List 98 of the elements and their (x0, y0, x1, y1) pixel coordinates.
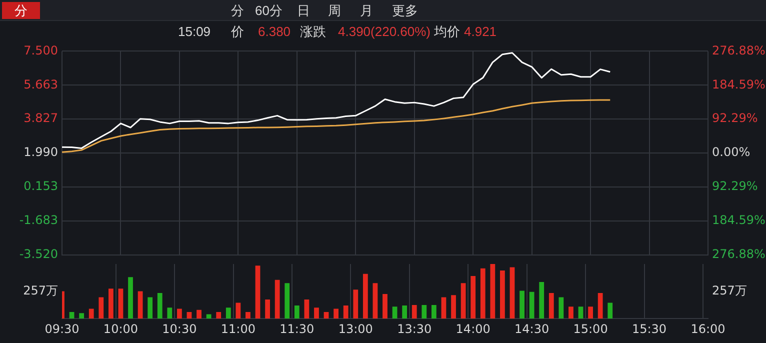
bar (372, 283, 378, 319)
text: 涨跌 (300, 23, 326, 40)
text: 257万 (712, 283, 747, 298)
y-tick-label: 7.500 (24, 43, 58, 58)
x-tick-label: 11:30 (280, 322, 314, 336)
x-tick-label: 13:30 (397, 322, 432, 336)
y-tick-label: -3.520 (19, 246, 58, 261)
text: 分 (231, 2, 244, 19)
bar (324, 312, 329, 319)
bar (334, 308, 339, 319)
bar (539, 282, 544, 319)
y-tick-label: 3.827 (24, 111, 58, 126)
bar (382, 294, 388, 319)
bar (138, 291, 143, 319)
x-tick-label: 14:00 (456, 322, 490, 336)
bar (558, 297, 564, 319)
y2-tick-label: 276.88% (712, 246, 766, 261)
bar (196, 310, 202, 319)
bar (490, 264, 496, 319)
x-tick-label: 15:00 (573, 322, 608, 336)
y-tick-label: 5.663 (24, 77, 58, 92)
bar (460, 283, 466, 319)
bar (500, 270, 505, 319)
bar (353, 290, 358, 319)
bar (274, 280, 280, 319)
bar (255, 266, 260, 319)
bar (392, 306, 398, 319)
text: 价 (231, 23, 244, 40)
bar (314, 308, 319, 319)
text: 15:09 (178, 23, 211, 40)
bar (422, 304, 427, 319)
bar (265, 299, 270, 319)
bar (128, 277, 133, 319)
bar (598, 292, 603, 319)
bar (79, 313, 84, 319)
bar (206, 314, 212, 319)
y2-tick-label: 276.88% (712, 43, 766, 58)
text: 更多 (392, 2, 418, 19)
bar (304, 299, 310, 319)
bar (236, 302, 241, 319)
y2-tick-label: 92.29% (712, 111, 758, 126)
bar (431, 304, 436, 319)
bar (510, 267, 515, 319)
text: 月 (360, 2, 373, 19)
bar (578, 306, 584, 319)
bar (118, 288, 124, 319)
x-tick-label: 10:00 (103, 322, 138, 336)
bar (98, 297, 104, 319)
bar (568, 306, 574, 319)
bar (167, 308, 172, 319)
x-tick-label: 15:30 (632, 322, 667, 336)
bar (88, 308, 94, 319)
text: 4.921 (464, 23, 497, 40)
x-tick-label: 13:00 (338, 322, 373, 336)
y2-tick-label: 92.29% (712, 179, 758, 194)
bar (216, 312, 222, 319)
text: 日 (297, 2, 310, 19)
bar (294, 305, 300, 319)
bar (284, 283, 290, 319)
bar (186, 312, 192, 319)
x-tick-label: 11:00 (220, 322, 256, 336)
y-tick-label: 0.153 (24, 179, 58, 194)
y2-tick-label: 184.59% (712, 77, 766, 92)
y2-tick-label: 0.00% (712, 145, 750, 160)
bar (529, 292, 534, 319)
bar (362, 274, 368, 319)
bar (588, 306, 593, 319)
x-tick-label: 14:30 (514, 322, 550, 336)
text: 分 (2, 2, 40, 19)
y2-tick-label: 184.59% (712, 212, 766, 227)
bar (177, 308, 182, 319)
bar (470, 276, 476, 319)
bar (148, 297, 153, 319)
bar (69, 312, 74, 319)
text: 周 (328, 2, 341, 19)
bar (451, 295, 456, 319)
text: 60分 (255, 2, 282, 19)
bar (520, 290, 524, 319)
bar (226, 308, 231, 319)
bar (412, 304, 417, 319)
y-tick-label: 1.990 (24, 145, 58, 160)
bar (246, 312, 250, 319)
x-tick-label: 09:30 (44, 322, 80, 336)
text: 4.390(220.60%) (338, 23, 431, 40)
bar (157, 292, 162, 319)
bar (608, 302, 613, 319)
y-tick-label: -1.683 (19, 212, 58, 227)
x-tick-label: 16:00 (690, 322, 726, 336)
text: 257万 (23, 283, 58, 298)
text: 均价 (434, 23, 460, 40)
text: 6.380 (258, 23, 291, 40)
bar (480, 268, 486, 319)
bar (402, 305, 408, 319)
bar (108, 288, 114, 319)
bar (441, 297, 446, 319)
x-tick-label: 10:30 (162, 322, 197, 336)
bar (548, 292, 554, 319)
bar (343, 305, 348, 319)
